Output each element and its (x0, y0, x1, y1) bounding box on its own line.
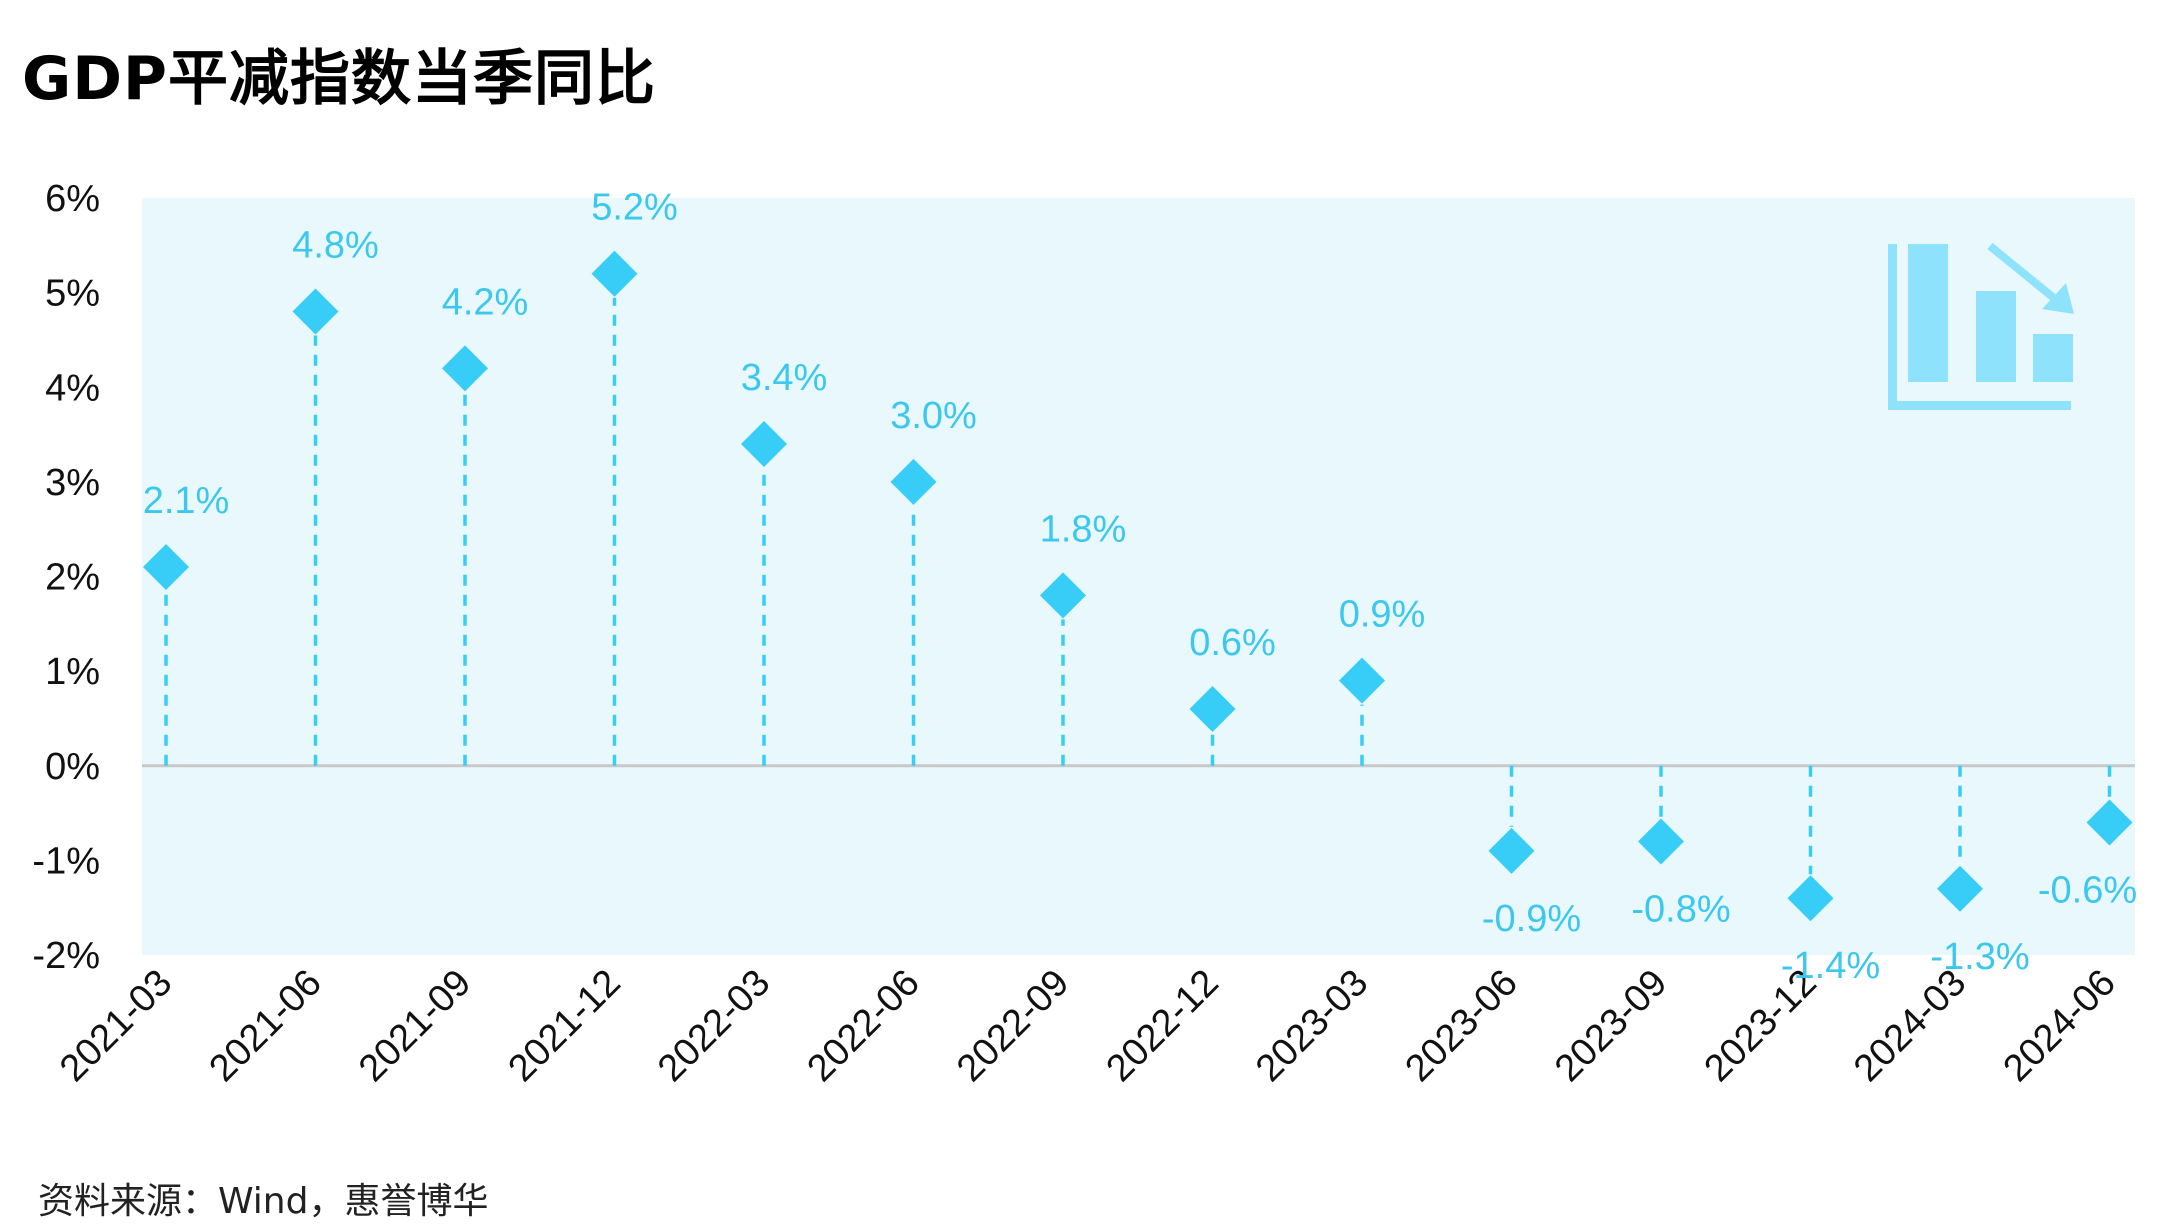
diamond-marker (741, 421, 787, 468)
x-tick-label: 2023-06 (1398, 962, 1526, 1090)
diamond-marker (1638, 818, 1684, 865)
diamond-marker (143, 544, 189, 591)
y-tick-label: 6% (45, 178, 100, 220)
icon-bar-1 (1908, 244, 1948, 382)
plot-area (142, 198, 2135, 955)
data-label: 3.0% (890, 395, 977, 437)
data-label: 1.8% (1040, 508, 1127, 550)
data-point: -0.6% (2038, 765, 2137, 912)
y-tick-label: 0% (45, 746, 100, 788)
data-label: 5.2% (591, 187, 678, 229)
y-tick-label: 5% (45, 273, 100, 315)
diamond-marker (1339, 657, 1385, 704)
data-label: 2.1% (143, 480, 230, 522)
icon-arrow-shaft (1987, 242, 2063, 307)
data-point: -0.8% (1631, 765, 1731, 930)
data-point: 4.8% (292, 225, 379, 766)
y-tick-label: -1% (32, 840, 100, 882)
plot-background (142, 198, 2135, 955)
diamond-marker (1189, 685, 1236, 732)
data-series: 2.1% 4.8% 4.2% 5.2% 3.4% 3.0% 1.8% 0.6% 0.9% -0.9… (143, 187, 2137, 988)
data-point: 5.2% (591, 187, 678, 766)
bar-chart-declining-icon (1888, 242, 2074, 410)
data-point: -1.4% (1781, 765, 1880, 987)
y-tick-label: -2% (32, 935, 100, 977)
icon-bar-2 (1976, 291, 2016, 382)
data-point: 0.6% (1189, 622, 1276, 766)
diamond-marker (1787, 875, 1834, 922)
data-label: -0.6% (2038, 870, 2137, 912)
x-tick-label: 2022-12 (1099, 962, 1227, 1090)
diamond-marker (292, 288, 339, 335)
source-note: 资料来源：Wind，惠誉博华 (38, 1181, 489, 1222)
y-tick-label: 2% (45, 557, 100, 599)
diamond-marker (1488, 827, 1535, 874)
x-tick-label: 2022-09 (949, 962, 1077, 1090)
x-tick-label: 2022-06 (800, 962, 928, 1090)
diamond-marker (890, 458, 937, 505)
x-tick-label: 2023-03 (1248, 962, 1376, 1090)
data-label: -1.3% (1930, 936, 2029, 978)
data-label: 0.6% (1189, 622, 1276, 664)
icon-axis-vertical (1888, 244, 1897, 410)
x-tick-label: 2023-09 (1547, 962, 1675, 1090)
x-tick-label: 2021-09 (351, 962, 479, 1090)
x-tick-label: 2021-03 (52, 962, 180, 1090)
data-point: 1.8% (1040, 508, 1127, 766)
data-point: 4.2% (442, 281, 529, 766)
y-tick-label: 1% (45, 651, 100, 693)
data-label: 3.4% (741, 357, 828, 399)
diamond-marker (591, 250, 638, 297)
diamond-marker (1040, 572, 1086, 619)
x-tick-label: 2024-06 (1996, 962, 2124, 1090)
data-label: 0.9% (1339, 594, 1426, 636)
icon-bar-3 (2033, 334, 2073, 382)
diamond-marker (442, 345, 488, 392)
data-point: -1.3% (1930, 765, 2030, 978)
x-tick-label: 2021-12 (501, 962, 629, 1090)
y-tick-label: 4% (45, 367, 100, 409)
data-label: -1.4% (1781, 945, 1880, 987)
diamond-marker (2086, 799, 2133, 846)
data-label: -0.9% (1482, 898, 1581, 940)
y-axis: 6% 5% 4% 3% 2% 1% 0% -1% -2% (32, 178, 100, 977)
data-label: 4.8% (292, 225, 379, 267)
data-label: 4.2% (442, 281, 529, 323)
x-tick-label: 2022-03 (650, 962, 778, 1090)
x-tick-label: 2021-06 (202, 962, 330, 1090)
icon-axis-horizontal (1888, 401, 2071, 410)
data-point: 2.1% (143, 480, 230, 766)
data-point: 3.0% (890, 395, 977, 766)
icon-arrow-head (2042, 283, 2074, 314)
data-label: -0.8% (1631, 888, 1730, 930)
chart-title: GDP平减指数当季同比 (22, 44, 657, 114)
y-tick-label: 3% (45, 462, 100, 504)
diamond-marker (1937, 865, 1983, 912)
data-point: 3.4% (741, 357, 828, 766)
data-point: -0.9% (1482, 765, 1581, 940)
data-point: 0.9% (1339, 594, 1426, 766)
